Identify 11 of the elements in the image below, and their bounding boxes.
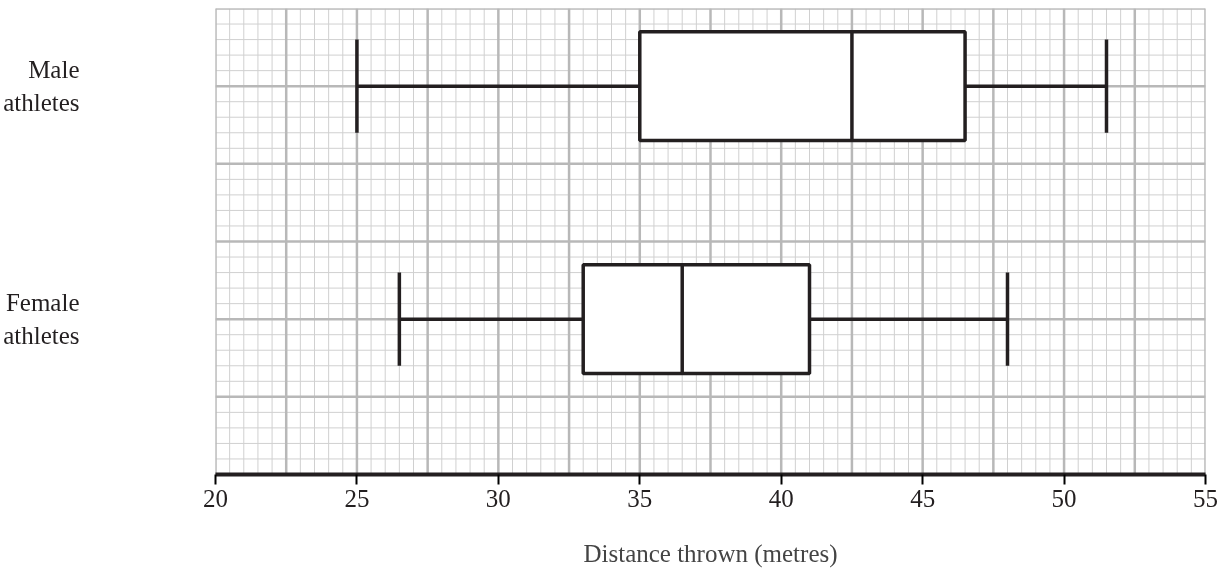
x-tick-label: 50: [1051, 484, 1077, 512]
x-tick-label: 20: [203, 484, 228, 512]
x-tick-label: 35: [627, 484, 653, 512]
x-axis-title: Distance thrown (metres): [583, 539, 838, 568]
x-tick-label: 55: [1193, 484, 1218, 512]
x-tick-label: 45: [910, 484, 936, 512]
x-tick-label: 30: [485, 484, 511, 512]
y-tick-label: Male athletes: [3, 56, 80, 116]
y-tick-label: Female athletes: [3, 289, 80, 349]
x-tick-label: 25: [344, 484, 370, 512]
x-tick-label: 40: [768, 484, 794, 512]
